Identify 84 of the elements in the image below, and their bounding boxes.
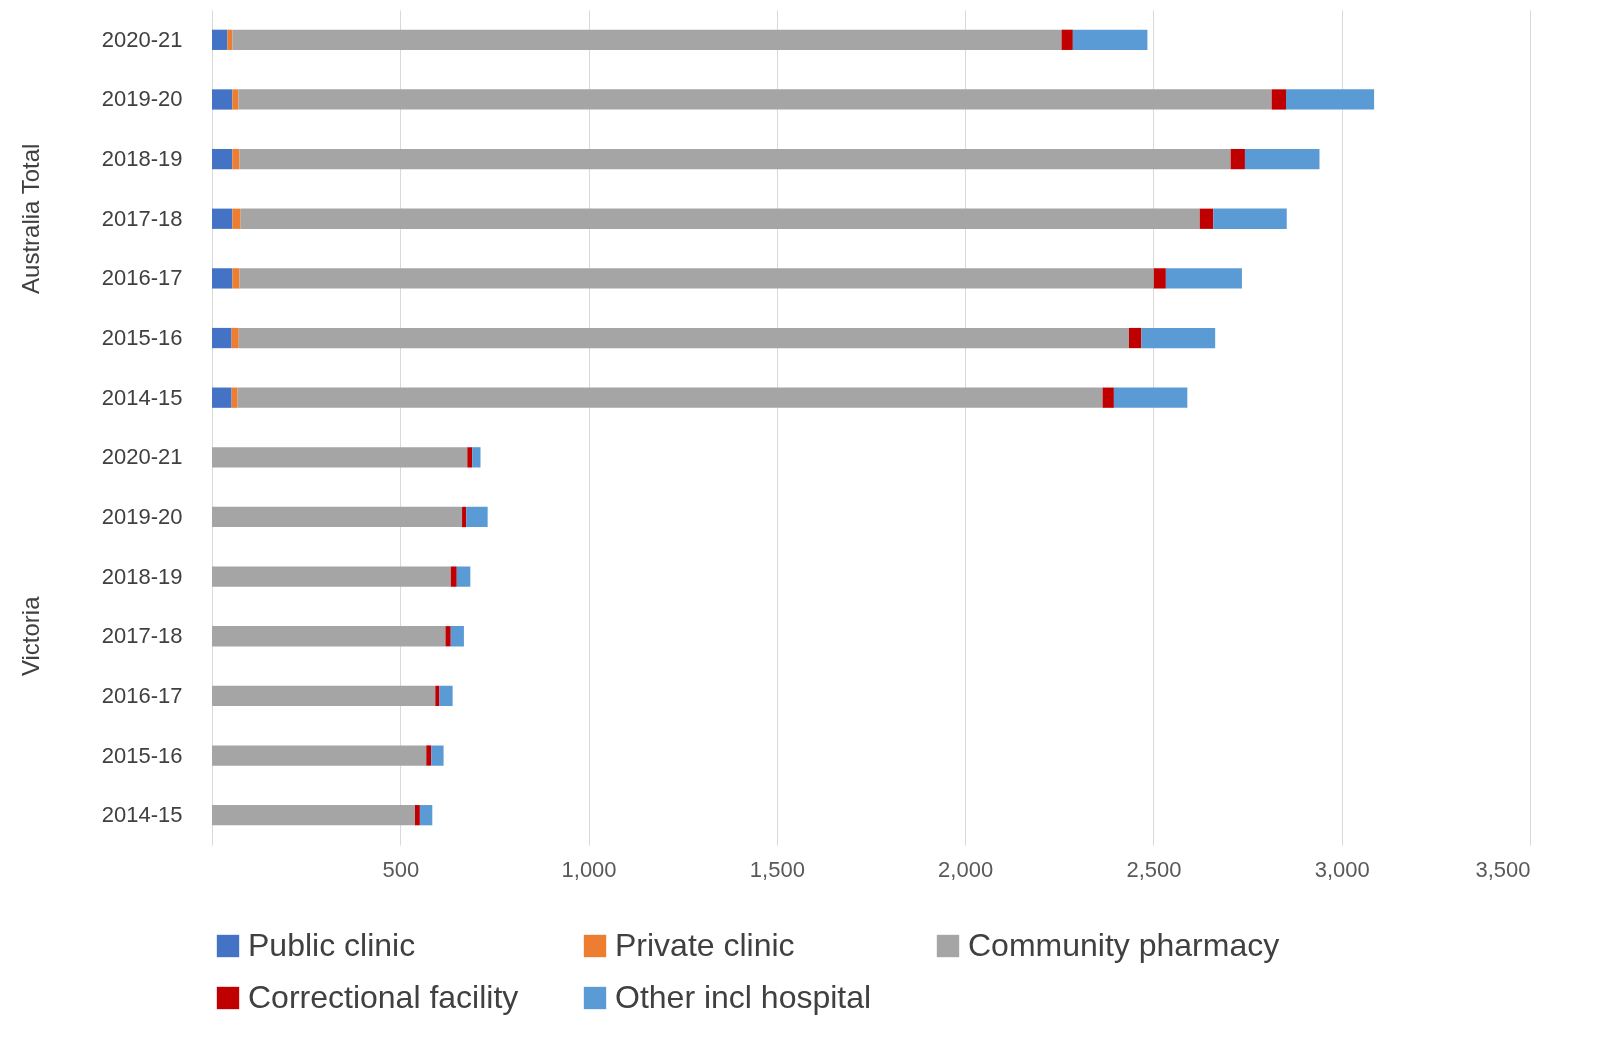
bar — [231, 387, 238, 408]
y-tick-label: 2020-21 — [101, 26, 183, 52]
bar — [1072, 29, 1148, 50]
bar — [239, 268, 1154, 289]
x-tick-label: 2,000 — [938, 856, 994, 882]
bar — [232, 148, 240, 170]
y-tick-label: 2017-18 — [101, 623, 183, 649]
y-tick-label: 2020-21 — [101, 444, 183, 470]
y-tick-label: 2019-20 — [101, 86, 183, 112]
bar — [238, 89, 1272, 110]
bar — [431, 745, 444, 766]
bar — [419, 805, 433, 826]
bar — [232, 208, 241, 229]
bar — [232, 29, 1062, 50]
bar — [212, 506, 463, 528]
legend-label: Public clinic — [248, 927, 416, 963]
legend-label: Community pharmacy — [968, 927, 1280, 963]
x-tick-label: 3,500 — [1475, 856, 1531, 882]
x-tick-label: 2,500 — [1126, 856, 1182, 882]
bar — [1061, 29, 1073, 50]
bar — [472, 447, 481, 468]
bar — [1213, 208, 1287, 229]
bar — [212, 29, 228, 50]
x-tick-label: 3,000 — [1314, 856, 1370, 882]
bar — [237, 387, 1103, 408]
x-tick-label: 500 — [382, 856, 420, 882]
bar — [1141, 327, 1216, 349]
bar — [456, 566, 471, 587]
bar — [462, 506, 467, 528]
bar — [238, 327, 1129, 349]
bar — [414, 805, 420, 826]
bar — [450, 626, 464, 647]
y-tick-label: 2014-15 — [101, 384, 183, 410]
y-tick-label: 2014-15 — [101, 802, 183, 828]
bar — [426, 745, 432, 766]
bar — [232, 268, 240, 289]
bar — [1128, 327, 1142, 349]
y-tick-label: 2016-17 — [101, 682, 183, 708]
bar — [212, 89, 233, 110]
bar — [212, 685, 436, 707]
x-tick-label: 1,000 — [561, 856, 617, 882]
bar — [212, 387, 232, 408]
bar — [212, 447, 468, 468]
legend-label: Correctional facility — [248, 979, 519, 1015]
bar — [1244, 148, 1320, 170]
bar — [435, 685, 440, 707]
bar — [212, 566, 451, 587]
bar — [212, 268, 233, 289]
bar — [212, 805, 415, 826]
y-tick-label: 2015-16 — [101, 742, 183, 768]
text: Australia Total — [17, 143, 44, 294]
y-tick-label: 2018-19 — [101, 563, 183, 589]
bar — [212, 745, 427, 766]
bar — [1199, 208, 1214, 229]
bar — [212, 626, 446, 647]
bar — [439, 685, 453, 707]
bar — [212, 327, 232, 349]
bar — [1165, 268, 1242, 289]
bar — [212, 148, 233, 170]
y-tick-label: 2018-19 — [101, 146, 183, 172]
bar — [1230, 148, 1245, 170]
bar — [232, 89, 239, 110]
y-tick-label: 2019-20 — [101, 503, 183, 529]
y-tick-label: 2016-17 — [101, 265, 183, 291]
bar — [1113, 387, 1188, 408]
legend-label: Private clinic — [615, 927, 795, 963]
bar — [1153, 268, 1166, 289]
bar — [227, 29, 233, 50]
bar — [212, 208, 233, 229]
legend-label: Other incl hospital — [615, 979, 872, 1015]
bar — [231, 327, 239, 349]
x-tick-label: 1,500 — [749, 856, 805, 882]
bar — [239, 148, 1231, 170]
bar — [466, 506, 488, 528]
bar — [1285, 89, 1375, 110]
bar — [445, 626, 451, 647]
text: Victoria — [17, 595, 44, 677]
bar — [240, 208, 1200, 229]
bar — [1102, 387, 1114, 408]
bar — [467, 447, 473, 468]
y-tick-label: 2015-16 — [101, 325, 183, 351]
bar — [1271, 89, 1286, 110]
bar — [450, 566, 457, 587]
y-tick-label: 2017-18 — [101, 205, 183, 231]
